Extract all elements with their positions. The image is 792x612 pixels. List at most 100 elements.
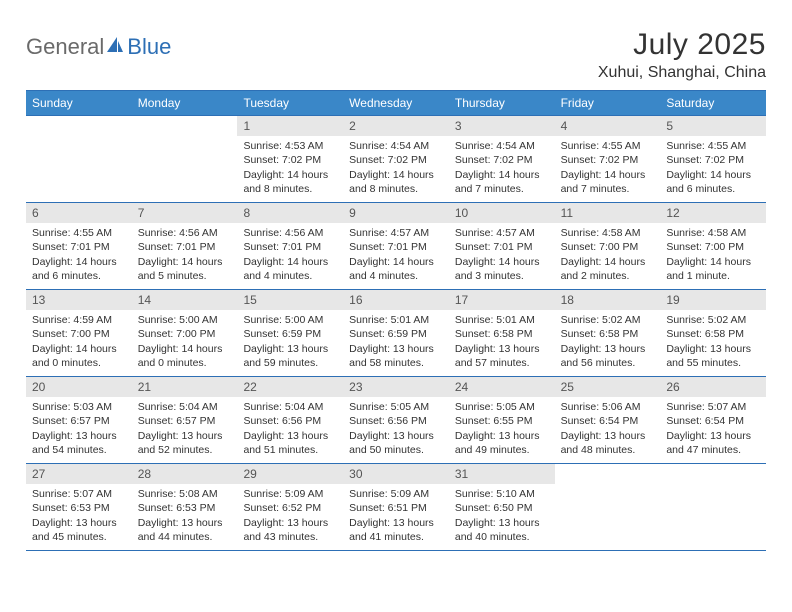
calendar-cell: 23Sunrise: 5:05 AMSunset: 6:56 PMDayligh… <box>343 377 449 463</box>
daylight-text: and 50 minutes. <box>349 443 443 457</box>
logo: General Blue <box>26 28 171 60</box>
sunrise-text: Sunrise: 5:04 AM <box>138 400 232 414</box>
calendar-cell: 17Sunrise: 5:01 AMSunset: 6:58 PMDayligh… <box>449 290 555 376</box>
calendar-cell: 14Sunrise: 5:00 AMSunset: 7:00 PMDayligh… <box>132 290 238 376</box>
calendar-cell: 19Sunrise: 5:02 AMSunset: 6:58 PMDayligh… <box>660 290 766 376</box>
sunset-text: Sunset: 6:54 PM <box>666 414 760 428</box>
daylight-text: Daylight: 14 hours <box>561 255 655 269</box>
week-row: 13Sunrise: 4:59 AMSunset: 7:00 PMDayligh… <box>26 289 766 376</box>
cell-body: Sunrise: 5:05 AMSunset: 6:56 PMDaylight:… <box>343 397 449 461</box>
sunset-text: Sunset: 6:57 PM <box>138 414 232 428</box>
sunset-text: Sunset: 7:01 PM <box>455 240 549 254</box>
day-header: Monday <box>132 91 238 115</box>
calendar-cell <box>132 116 238 202</box>
daylight-text: and 47 minutes. <box>666 443 760 457</box>
day-number: 20 <box>26 377 132 397</box>
day-number: 2 <box>343 116 449 136</box>
cell-body: Sunrise: 5:00 AMSunset: 7:00 PMDaylight:… <box>132 310 238 374</box>
calendar-cell: 9Sunrise: 4:57 AMSunset: 7:01 PMDaylight… <box>343 203 449 289</box>
daylight-text: Daylight: 14 hours <box>243 255 337 269</box>
sunset-text: Sunset: 6:58 PM <box>666 327 760 341</box>
day-number: 29 <box>237 464 343 484</box>
month-title: July 2025 <box>598 28 766 62</box>
daylight-text: and 6 minutes. <box>32 269 126 283</box>
cell-body: Sunrise: 4:59 AMSunset: 7:00 PMDaylight:… <box>26 310 132 374</box>
daylight-text: Daylight: 14 hours <box>243 168 337 182</box>
daylight-text: Daylight: 14 hours <box>138 342 232 356</box>
calendar-cell: 10Sunrise: 4:57 AMSunset: 7:01 PMDayligh… <box>449 203 555 289</box>
day-number: 1 <box>237 116 343 136</box>
sunrise-text: Sunrise: 4:56 AM <box>243 226 337 240</box>
calendar-cell: 27Sunrise: 5:07 AMSunset: 6:53 PMDayligh… <box>26 464 132 550</box>
calendar-cell: 4Sunrise: 4:55 AMSunset: 7:02 PMDaylight… <box>555 116 661 202</box>
calendar-cell: 28Sunrise: 5:08 AMSunset: 6:53 PMDayligh… <box>132 464 238 550</box>
calendar-cell: 18Sunrise: 5:02 AMSunset: 6:58 PMDayligh… <box>555 290 661 376</box>
daylight-text: and 8 minutes. <box>349 182 443 196</box>
day-number: 11 <box>555 203 661 223</box>
cell-body: Sunrise: 5:02 AMSunset: 6:58 PMDaylight:… <box>555 310 661 374</box>
daylight-text: and 7 minutes. <box>561 182 655 196</box>
sunrise-text: Sunrise: 4:54 AM <box>349 139 443 153</box>
cell-body: Sunrise: 5:10 AMSunset: 6:50 PMDaylight:… <box>449 484 555 548</box>
cell-body: Sunrise: 5:09 AMSunset: 6:51 PMDaylight:… <box>343 484 449 548</box>
calendar-cell: 5Sunrise: 4:55 AMSunset: 7:02 PMDaylight… <box>660 116 766 202</box>
day-header: Friday <box>555 91 661 115</box>
sunrise-text: Sunrise: 5:02 AM <box>666 313 760 327</box>
logo-text-blue: Blue <box>127 34 171 60</box>
daylight-text: Daylight: 13 hours <box>138 429 232 443</box>
cell-body: Sunrise: 4:58 AMSunset: 7:00 PMDaylight:… <box>555 223 661 287</box>
daylight-text: Daylight: 13 hours <box>138 516 232 530</box>
sunrise-text: Sunrise: 5:07 AM <box>32 487 126 501</box>
sunrise-text: Sunrise: 5:00 AM <box>243 313 337 327</box>
sunset-text: Sunset: 7:01 PM <box>243 240 337 254</box>
daylight-text: and 2 minutes. <box>561 269 655 283</box>
sunset-text: Sunset: 6:58 PM <box>561 327 655 341</box>
calendar-cell: 29Sunrise: 5:09 AMSunset: 6:52 PMDayligh… <box>237 464 343 550</box>
day-header: Sunday <box>26 91 132 115</box>
daylight-text: Daylight: 13 hours <box>666 429 760 443</box>
week-row: 27Sunrise: 5:07 AMSunset: 6:53 PMDayligh… <box>26 463 766 551</box>
day-number: 30 <box>343 464 449 484</box>
daylight-text: Daylight: 13 hours <box>455 516 549 530</box>
daylight-text: Daylight: 14 hours <box>666 255 760 269</box>
daylight-text: and 59 minutes. <box>243 356 337 370</box>
cell-body: Sunrise: 4:55 AMSunset: 7:02 PMDaylight:… <box>660 136 766 200</box>
daylight-text: Daylight: 13 hours <box>32 516 126 530</box>
day-number: 10 <box>449 203 555 223</box>
sunset-text: Sunset: 7:02 PM <box>349 153 443 167</box>
daylight-text: Daylight: 13 hours <box>243 429 337 443</box>
sunset-text: Sunset: 7:01 PM <box>138 240 232 254</box>
day-number: 21 <box>132 377 238 397</box>
day-number: 7 <box>132 203 238 223</box>
sunset-text: Sunset: 6:54 PM <box>561 414 655 428</box>
day-number: 12 <box>660 203 766 223</box>
cell-body: Sunrise: 5:07 AMSunset: 6:53 PMDaylight:… <box>26 484 132 548</box>
calendar-cell: 8Sunrise: 4:56 AMSunset: 7:01 PMDaylight… <box>237 203 343 289</box>
calendar-cell: 11Sunrise: 4:58 AMSunset: 7:00 PMDayligh… <box>555 203 661 289</box>
calendar: Sunday Monday Tuesday Wednesday Thursday… <box>26 90 766 551</box>
sunset-text: Sunset: 6:51 PM <box>349 501 443 515</box>
cell-body: Sunrise: 4:54 AMSunset: 7:02 PMDaylight:… <box>343 136 449 200</box>
sunrise-text: Sunrise: 4:55 AM <box>666 139 760 153</box>
daylight-text: Daylight: 13 hours <box>349 342 443 356</box>
calendar-cell: 16Sunrise: 5:01 AMSunset: 6:59 PMDayligh… <box>343 290 449 376</box>
sunset-text: Sunset: 7:02 PM <box>666 153 760 167</box>
day-number: 25 <box>555 377 661 397</box>
day-number: 27 <box>26 464 132 484</box>
sunrise-text: Sunrise: 4:53 AM <box>243 139 337 153</box>
sunrise-text: Sunrise: 5:01 AM <box>455 313 549 327</box>
sunset-text: Sunset: 7:00 PM <box>666 240 760 254</box>
daylight-text: and 57 minutes. <box>455 356 549 370</box>
calendar-cell: 3Sunrise: 4:54 AMSunset: 7:02 PMDaylight… <box>449 116 555 202</box>
sunrise-text: Sunrise: 4:54 AM <box>455 139 549 153</box>
daylight-text: and 43 minutes. <box>243 530 337 544</box>
day-header-row: Sunday Monday Tuesday Wednesday Thursday… <box>26 90 766 115</box>
day-number: 9 <box>343 203 449 223</box>
daylight-text: and 5 minutes. <box>138 269 232 283</box>
sunrise-text: Sunrise: 5:01 AM <box>349 313 443 327</box>
daylight-text: Daylight: 14 hours <box>455 255 549 269</box>
sunrise-text: Sunrise: 4:56 AM <box>138 226 232 240</box>
calendar-cell: 24Sunrise: 5:05 AMSunset: 6:55 PMDayligh… <box>449 377 555 463</box>
cell-body: Sunrise: 5:06 AMSunset: 6:54 PMDaylight:… <box>555 397 661 461</box>
sunset-text: Sunset: 6:56 PM <box>349 414 443 428</box>
